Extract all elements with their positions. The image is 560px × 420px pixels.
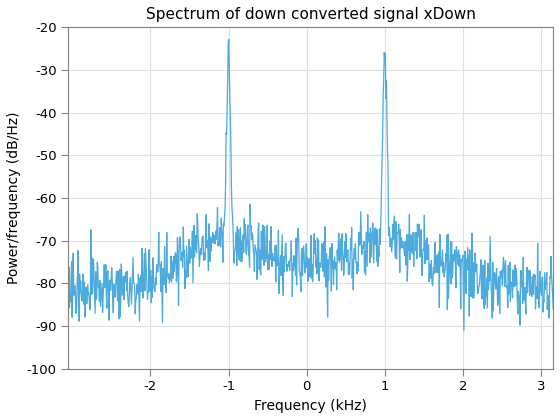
- Title: Spectrum of down converted signal xDown: Spectrum of down converted signal xDown: [146, 7, 475, 22]
- X-axis label: Frequency (kHz): Frequency (kHz): [254, 399, 367, 413]
- Y-axis label: Power/frequency (dB/Hz): Power/frequency (dB/Hz): [7, 112, 21, 284]
